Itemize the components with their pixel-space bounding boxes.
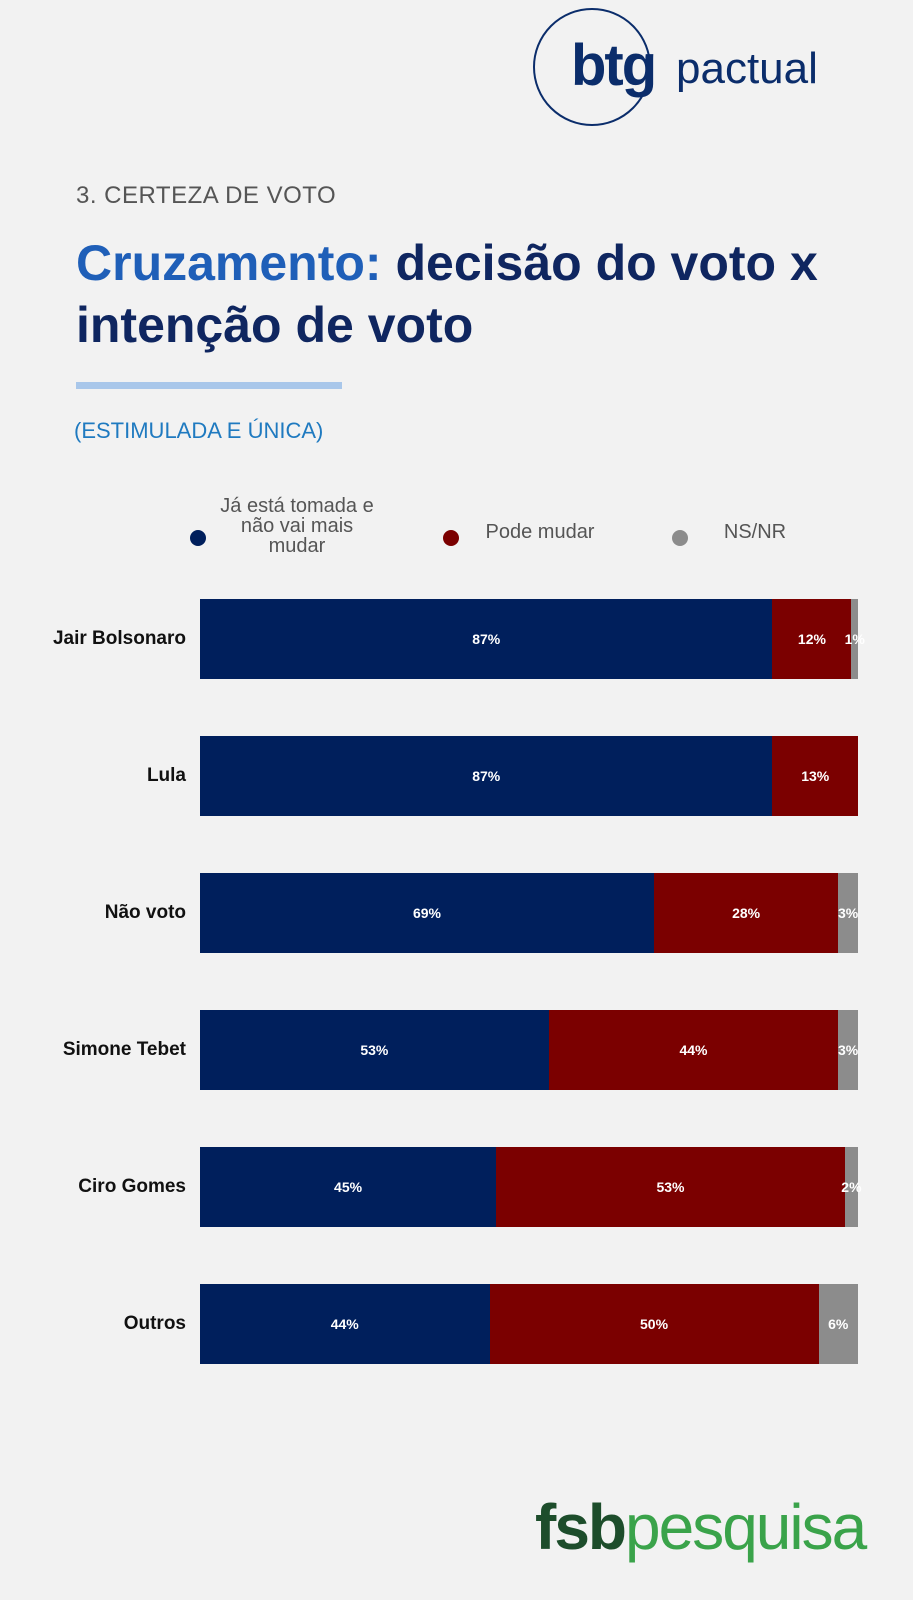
bar-value-label: 50% (640, 1316, 669, 1332)
bar-segment: 44% (200, 1284, 490, 1364)
bar-segment: 53% (496, 1147, 845, 1227)
bar-value-label: 6% (828, 1316, 849, 1332)
bar-segment: 2% (841, 1147, 862, 1227)
category-label: Simone Tebet (62, 1039, 186, 1060)
category-label: Outros (123, 1313, 186, 1334)
bar-segment: 13% (772, 736, 858, 816)
bar-value-label: 87% (472, 768, 501, 784)
logo-circle (533, 8, 651, 126)
bar-value-label: 28% (732, 905, 761, 921)
bar-segment: 50% (489, 1284, 819, 1364)
bar-value-label: 3% (838, 1042, 859, 1058)
bar-segment: 45% (200, 1147, 497, 1227)
bar-segment: 69% (200, 873, 655, 953)
bar-segment: 12% (772, 599, 852, 679)
bar-segment: 3% (838, 1010, 858, 1090)
page-title: Cruzamento: decisão do voto x intenção d… (76, 232, 856, 356)
bar-value-label: 44% (679, 1042, 708, 1058)
title-rest: decisão do voto x intenção de voto (76, 235, 818, 353)
bar-segment: 1% (845, 599, 865, 679)
category-label: Não voto (104, 902, 186, 923)
bar-value-label: 1% (844, 631, 865, 647)
logo-fsb-text: fsb (535, 1491, 627, 1563)
bar-value-label: 13% (801, 768, 830, 784)
legend-label-1: Pode mudar (485, 521, 595, 543)
bar-segment: 87% (200, 599, 773, 679)
bar-segment: 87% (200, 736, 773, 816)
logo-btg-text: btg (571, 33, 657, 98)
title-underline (76, 382, 342, 389)
bar-segment: 53% (200, 1010, 549, 1090)
category-label: Lula (146, 765, 186, 786)
bar-value-label: 44% (330, 1316, 359, 1332)
bar-value-label: 87% (472, 631, 501, 647)
bar-value-label: 53% (656, 1179, 685, 1195)
category-label: Jair Bolsonaro (52, 628, 186, 649)
legend-label-0: Já está tomada e não vai mais mudar (220, 495, 374, 557)
legend-dot-1 (443, 530, 459, 546)
logo-pactual-text: pactual (676, 44, 818, 93)
bar-segment: 28% (654, 873, 839, 953)
bar-value-label: 45% (334, 1179, 363, 1195)
bar-value-label: 2% (841, 1179, 862, 1195)
category-label: Ciro Gomes (78, 1176, 186, 1197)
logo-pesquisa-text: pesquisa (625, 1491, 867, 1563)
bar-segment: 3% (838, 873, 858, 953)
btg-pactual-logo: btg pactual (533, 8, 863, 130)
bar-value-label: 53% (360, 1042, 389, 1058)
legend-label-2: NS/NR (723, 521, 787, 543)
bar-segment: 44% (548, 1010, 839, 1090)
legend-dot-0 (190, 530, 206, 546)
chart-subtitle: (ESTIMULADA E ÚNICA) (74, 418, 324, 443)
legend-dot-2 (672, 530, 688, 546)
bar-value-label: 12% (797, 631, 826, 647)
section-label: 3. CERTEZA DE VOTO (76, 182, 337, 209)
bar-value-label: 69% (412, 905, 442, 921)
bar-segment: 6% (818, 1284, 858, 1364)
bar-value-label: 3% (838, 905, 859, 921)
title-accent: Cruzamento: (76, 235, 382, 291)
fsb-pesquisa-logo: fsbpesquisa (535, 1490, 867, 1564)
